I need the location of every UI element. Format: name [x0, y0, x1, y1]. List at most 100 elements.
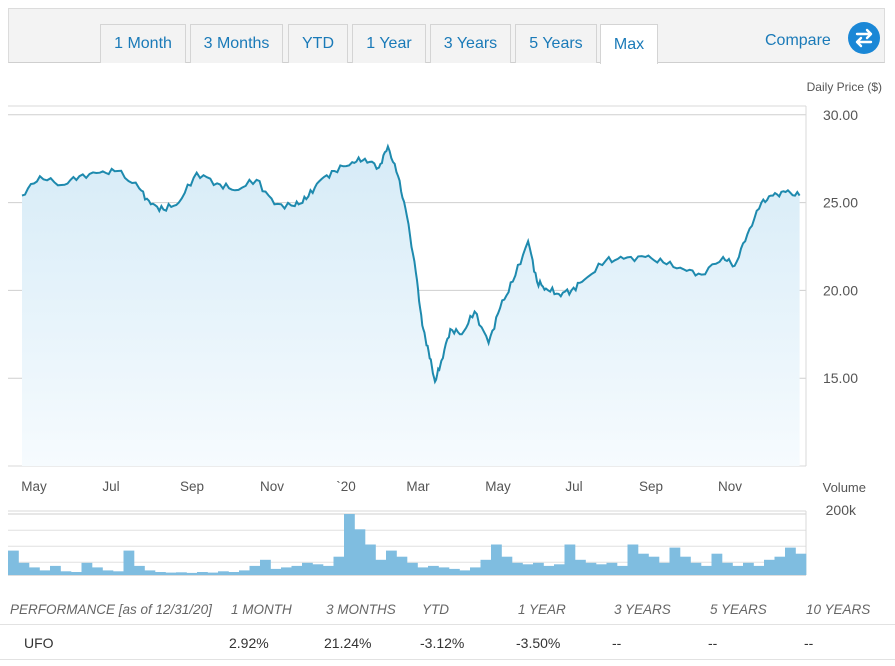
- volume-bar: [606, 562, 618, 575]
- volume-bar: [638, 553, 649, 575]
- tab-ytd[interactable]: YTD: [288, 24, 348, 63]
- tab-5-years[interactable]: 5 Years: [515, 24, 597, 63]
- x-tick-label: Sep: [180, 479, 204, 494]
- volume-bar: [533, 562, 544, 575]
- volume-bar: [732, 565, 744, 575]
- performance-col-3-months: 3 MONTHS: [326, 602, 396, 617]
- volume-bar: [302, 562, 313, 575]
- x-tick-label: Nov: [718, 479, 742, 494]
- performance-col-5-years: 5 YEARS: [710, 602, 767, 617]
- volume-bar: [176, 572, 187, 575]
- volume-bar: [449, 568, 460, 575]
- volume-bar: [71, 572, 82, 575]
- volume-bar: [260, 559, 271, 575]
- volume-bar: [386, 550, 397, 575]
- volume-bar: [564, 544, 576, 575]
- x-tick-label: Jul: [102, 479, 119, 494]
- volume-bar: [312, 564, 324, 575]
- volume-axis-label: Volume: [823, 480, 866, 495]
- x-tick-label: `20: [336, 479, 356, 494]
- x-tick-label: Sep: [639, 479, 663, 494]
- volume-bar: [428, 565, 439, 575]
- volume-bar: [354, 529, 366, 575]
- volume-bar: [102, 570, 114, 575]
- volume-bar: [81, 562, 93, 575]
- volume-bar: [407, 562, 418, 575]
- volume-bar: [659, 562, 670, 575]
- volume-bar: [365, 544, 376, 575]
- price-series-line: [21, 143, 801, 385]
- price-axis-label: Daily Price ($): [807, 80, 882, 94]
- performance-symbol: UFO: [24, 635, 54, 651]
- volume-bar: [554, 564, 565, 575]
- volume-bar: [627, 544, 639, 575]
- volume-bar: [470, 567, 481, 575]
- volume-bar: [323, 565, 334, 575]
- volume-bar: [764, 559, 775, 575]
- volume-bar: [39, 570, 51, 575]
- price-area: [22, 146, 800, 466]
- tab-3-years[interactable]: 3 Years: [430, 24, 511, 63]
- performance-value: --: [612, 635, 622, 651]
- x-tick-label: May: [485, 479, 511, 494]
- volume-bar: [785, 547, 796, 575]
- performance-col-ytd: YTD: [422, 602, 449, 617]
- volume-bar: [522, 564, 534, 575]
- volume-bar: [333, 556, 345, 575]
- tab-1-year[interactable]: 1 Year: [352, 24, 426, 63]
- volume-bar: [207, 572, 219, 575]
- volume-bar: [92, 567, 103, 575]
- volume-bar: [480, 559, 492, 575]
- volume-bar: [218, 571, 229, 575]
- x-tick-label: Mar: [406, 479, 430, 494]
- price-chart: Daily Price ($) 30.00 25.00 20.00 15.00 May J…: [8, 80, 882, 576]
- volume-bar: [155, 572, 166, 575]
- volume-bar: [543, 565, 555, 575]
- swap-arrows-icon[interactable]: [848, 22, 880, 54]
- volume-bar: [344, 514, 355, 575]
- volume-bar: [113, 571, 124, 575]
- volume-bar: [617, 565, 628, 575]
- volume-bar: [669, 547, 681, 575]
- volume-bar: [50, 565, 61, 575]
- x-tick-label: May: [21, 479, 47, 494]
- performance-col-1-year: 1 YEAR: [518, 602, 566, 617]
- volume-bar: [165, 572, 177, 575]
- performance-value: --: [804, 635, 814, 651]
- volume-bar: [375, 559, 387, 575]
- tab-max[interactable]: Max: [600, 24, 658, 64]
- volume-bar: [690, 562, 702, 575]
- price-tick-label: 30.00: [823, 107, 858, 123]
- volume-bar: [512, 562, 523, 575]
- price-tick-label: 25.00: [823, 195, 858, 211]
- volume-bar: [29, 567, 40, 575]
- performance-value: 21.24%: [324, 635, 372, 651]
- tab-1-month[interactable]: 1 Month: [100, 24, 186, 63]
- performance-col-3-years: 3 YEARS: [614, 602, 671, 617]
- volume-bar: [459, 570, 471, 575]
- volume-bar: [144, 570, 156, 575]
- compare-link[interactable]: Compare: [765, 32, 831, 49]
- volume-bar: [585, 562, 597, 575]
- volume-bar: [186, 572, 198, 575]
- volume-bar: [239, 570, 250, 575]
- tab-3-months[interactable]: 3 Months: [190, 24, 283, 63]
- volume-bar: [774, 556, 786, 575]
- volume-bar: [753, 565, 765, 575]
- performance-header-label: PERFORMANCE [as of 12/31/20]: [10, 602, 212, 617]
- price-tick-label: 15.00: [823, 370, 858, 386]
- volume-bar: [270, 568, 282, 575]
- performance-value: 2.92%: [229, 635, 269, 651]
- performance-col-10-years: 10 YEARS: [806, 602, 871, 617]
- performance-col-1-month: 1 MONTH: [231, 602, 292, 617]
- volume-bar: [123, 550, 135, 575]
- volume-bar: [711, 553, 723, 575]
- volume-bar: [134, 565, 145, 575]
- performance-value: --: [708, 635, 718, 651]
- volume-bar: [743, 562, 754, 575]
- volume-bar: [438, 567, 450, 575]
- volume-bar: [417, 567, 429, 575]
- volume-bar: [795, 553, 807, 575]
- volume-bar: [575, 559, 586, 575]
- volume-bar: [501, 556, 513, 575]
